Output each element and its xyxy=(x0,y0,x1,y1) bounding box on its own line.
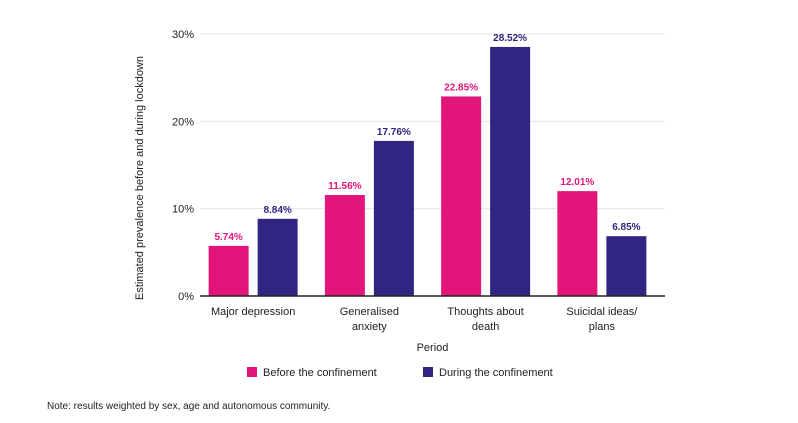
y-tick-label: 30% xyxy=(172,29,194,41)
value-label: 11.56% xyxy=(328,181,361,192)
y-tick-label: 0% xyxy=(178,291,194,303)
legend-label: During the confinement xyxy=(439,367,553,379)
bars xyxy=(208,46,647,297)
legend-swatch xyxy=(247,367,257,377)
bar xyxy=(257,218,298,296)
y-tick-label: 20% xyxy=(172,116,194,128)
legend-label: Before the confinement xyxy=(263,367,377,379)
value-label: 17.76% xyxy=(377,127,411,138)
footnote: Note: results weighted by sex, age and a… xyxy=(47,401,331,412)
bar xyxy=(490,46,531,296)
value-label: 5.74% xyxy=(214,232,242,243)
category-label: Thoughts about death xyxy=(447,306,523,333)
category-label: Major depression xyxy=(211,306,295,318)
y-tick-labels: 0% 10% 20% 30% xyxy=(172,29,194,303)
legend-swatch xyxy=(423,367,433,377)
bar xyxy=(606,236,647,296)
value-label: 28.52% xyxy=(493,33,527,44)
value-label: 22.85% xyxy=(444,82,478,93)
x-axis-title: Period xyxy=(417,342,449,354)
value-labels: 5.74% 8.84% 11.56% 17.76% 22.85% 28.52% 12.01%… xyxy=(214,33,640,243)
category-label: Generalised anxiety xyxy=(340,306,399,333)
y-tick-label: 10% xyxy=(172,204,194,216)
bar xyxy=(324,195,365,296)
category-labels: Major depression Generalised anxiety Though… xyxy=(211,306,638,333)
bar xyxy=(557,191,598,296)
gridlines xyxy=(200,33,665,210)
bar xyxy=(373,140,414,296)
bar xyxy=(441,96,482,297)
value-label: 6.85% xyxy=(612,222,640,233)
bar-chart: 0% 10% 20% 30% 5.74% 8.84% 11.56% 17.76% 22.85%… xyxy=(134,29,665,379)
legend: Before the confinement During the confine… xyxy=(247,367,553,379)
category-label: Suicidal ideas/plans xyxy=(566,306,638,333)
value-label: 12.01% xyxy=(560,177,594,188)
y-axis-title: Estimated prevalence before and during l… xyxy=(134,56,146,300)
value-label: 8.84% xyxy=(263,205,291,216)
bar xyxy=(208,245,249,296)
